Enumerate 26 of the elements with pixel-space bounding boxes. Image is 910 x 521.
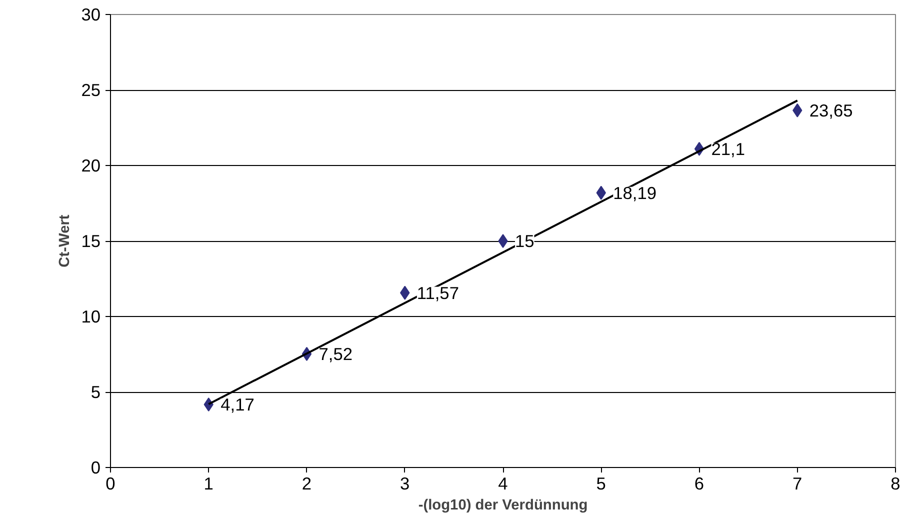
data-label: 15	[515, 231, 534, 251]
x-tick-label: 5	[596, 474, 606, 494]
data-label: 11,57	[416, 282, 459, 303]
x-tick-label: 1	[204, 474, 214, 494]
x-axis-title: -(log10) der Verdünnung	[418, 498, 588, 514]
x-tick-label: 3	[400, 474, 410, 494]
y-tick-label: 10	[81, 306, 101, 326]
y-tick-label: 15	[81, 231, 101, 251]
x-tick-label: 4	[498, 474, 508, 494]
y-tick-label: 30	[81, 4, 101, 24]
y-tick-label: 25	[81, 80, 101, 100]
y-axis-title: Ct-Wert	[57, 214, 74, 268]
x-tick-label: 0	[106, 474, 116, 494]
x-tick-label: 7	[792, 474, 802, 494]
y-tick-label: 0	[90, 458, 101, 478]
point	[498, 234, 508, 248]
y-tick-label: 20	[81, 156, 101, 176]
x-tick-label: 2	[302, 474, 312, 494]
x-tick-label: 6	[694, 474, 704, 494]
data-label: 18,19	[613, 182, 656, 203]
data-label: 7,52	[318, 344, 352, 364]
data-label: 21,1	[711, 138, 745, 159]
data-label: 23,65	[809, 100, 853, 120]
x-tick-label: 8	[890, 474, 900, 494]
y-tick-label: 5	[90, 382, 101, 402]
data-label: 4,17	[220, 394, 254, 415]
